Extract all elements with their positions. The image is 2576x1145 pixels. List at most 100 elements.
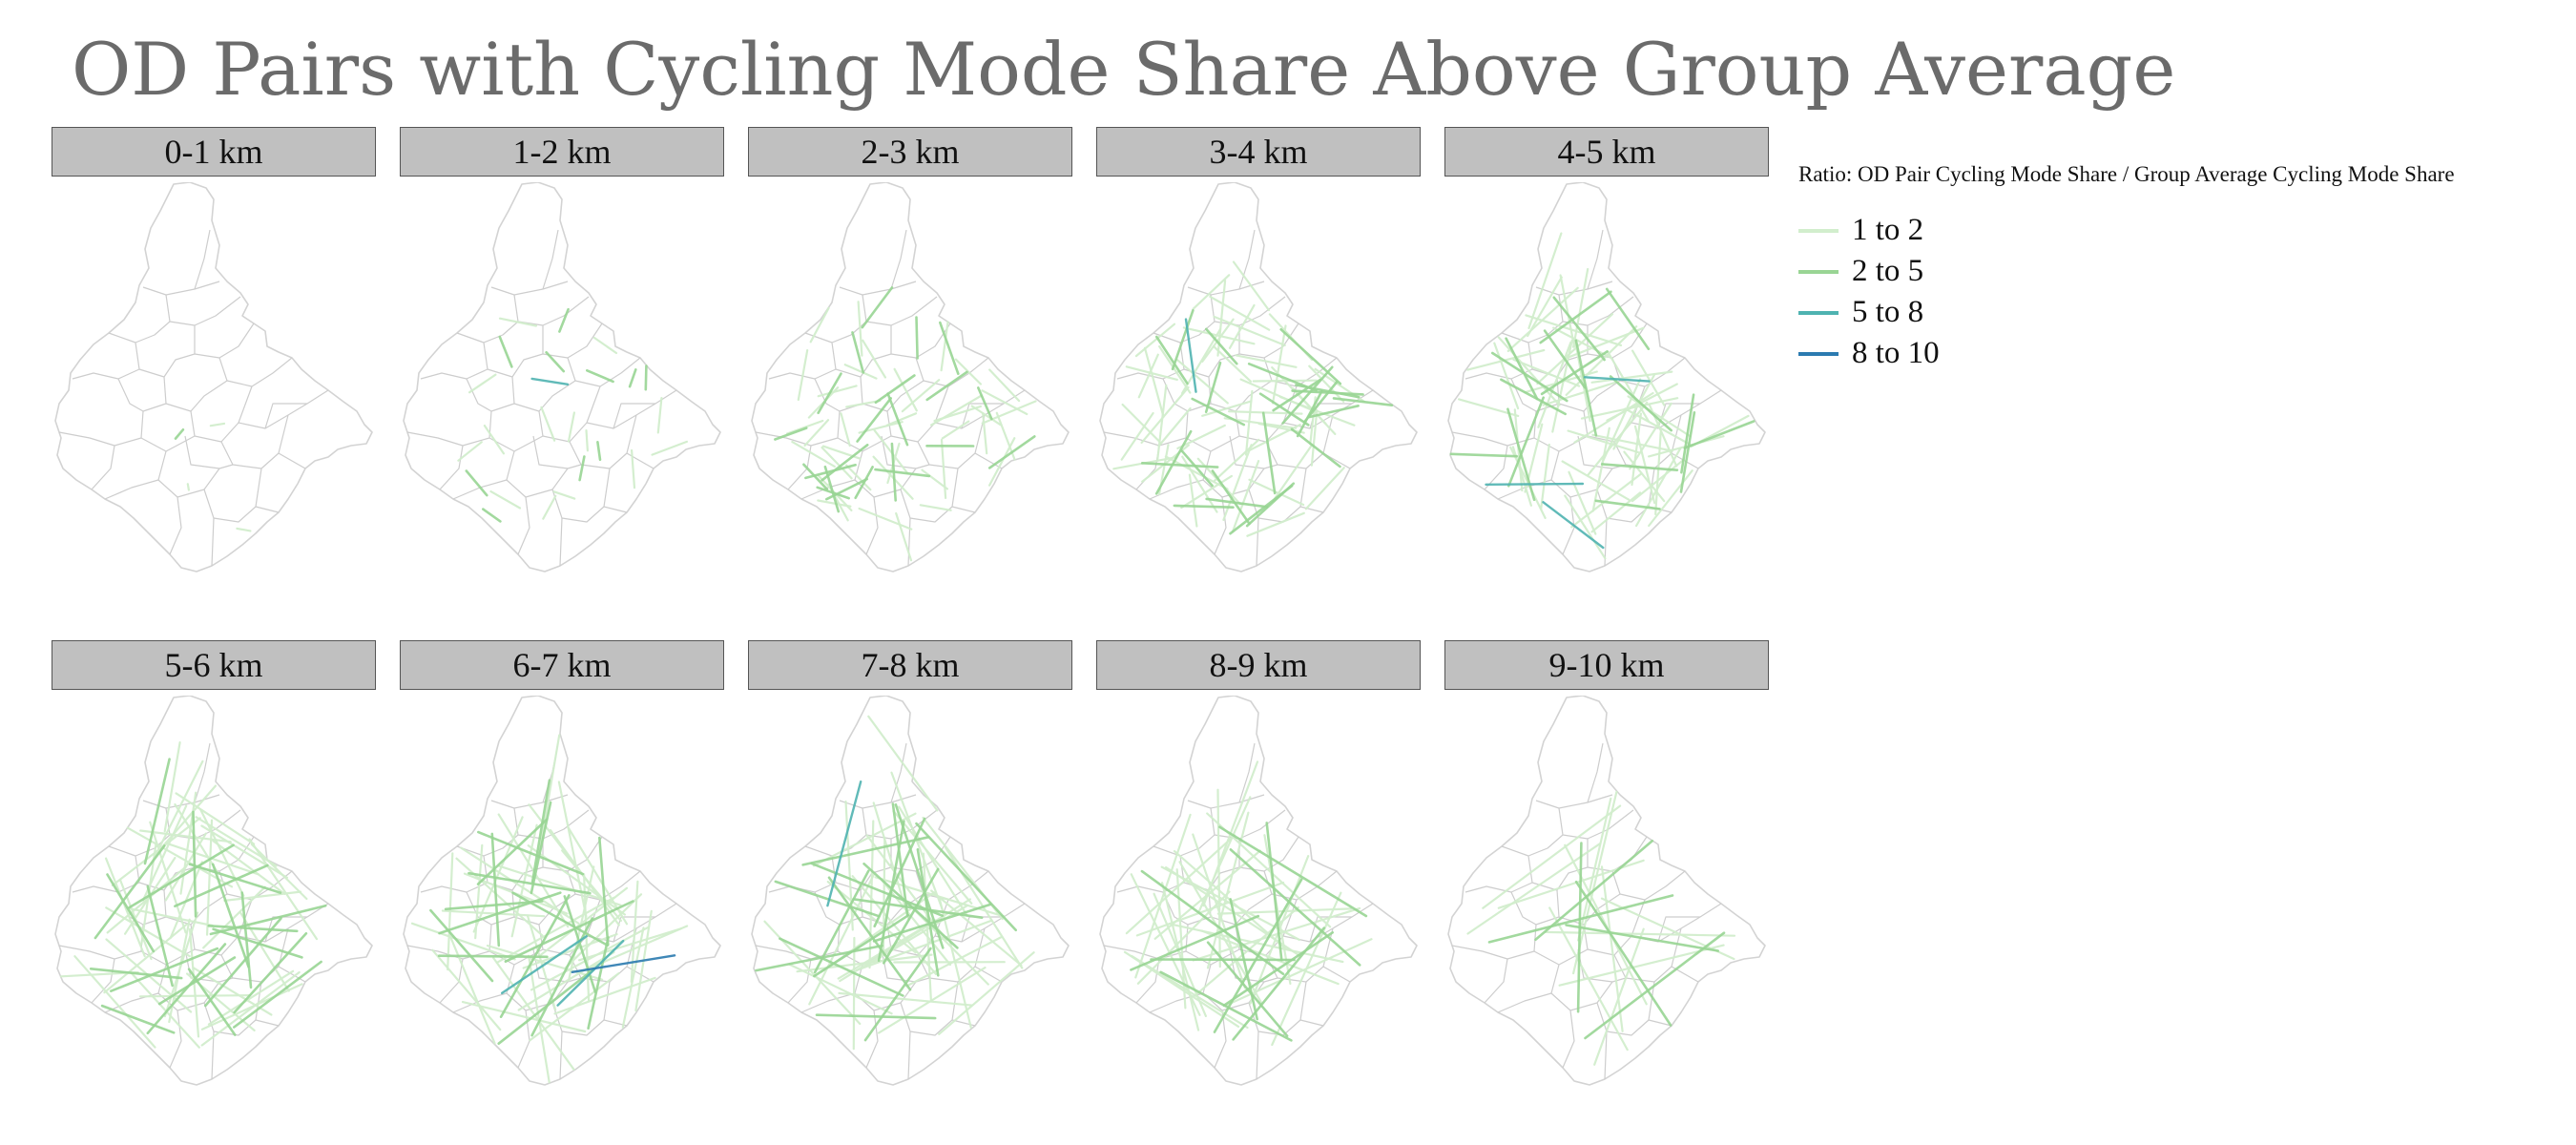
od-pair-line (587, 936, 610, 1030)
od-pair-line (105, 906, 191, 958)
od-pair-line (1171, 923, 1344, 964)
od-pair-line (1261, 411, 1277, 495)
od-pair-line (867, 715, 939, 812)
ward-boundary (1604, 1030, 1608, 1080)
od-pair-line (477, 830, 585, 876)
od-pair-line (930, 889, 1023, 967)
od-pair-line (444, 900, 544, 911)
od-pair-line (1683, 420, 1755, 449)
ward-boundary (72, 855, 140, 893)
ward-boundary (787, 958, 812, 1004)
legend-item: 8 to 10 (1798, 333, 2562, 374)
facet-panel: 5-6 km (52, 640, 378, 1089)
od-pair-line (977, 386, 993, 421)
od-pair-line (465, 469, 488, 497)
od-pair-line (621, 926, 645, 1029)
ward-boundary (264, 403, 307, 429)
ward-boundary (218, 357, 293, 387)
od-pair-line (1258, 392, 1310, 427)
od-pair-line (461, 1001, 587, 1033)
od-pair-line (1212, 344, 1253, 383)
od-pair-line (571, 954, 676, 973)
region-outline (1447, 182, 1766, 572)
od-pair-line (126, 826, 234, 888)
od-pair-line (1539, 290, 1612, 344)
facet-strip: 8-9 km (1096, 640, 1421, 690)
od-pair-line (106, 873, 156, 953)
od-pair-line (1482, 804, 1622, 909)
od-pair-line (528, 954, 551, 1084)
od-pair-line (785, 419, 824, 435)
ward-boundary (1299, 506, 1324, 513)
od-pair-line (1594, 499, 1661, 510)
od-pair-line (104, 857, 146, 958)
facet-map (1099, 696, 1418, 1086)
od-pair-line (73, 955, 156, 1049)
od-pair-line (1568, 470, 1597, 535)
od-pair-line (486, 945, 604, 981)
od-pair-line (561, 849, 622, 922)
od-pair-line (1572, 267, 1589, 348)
od-pair-line (495, 896, 615, 964)
od-pair-line (1279, 328, 1342, 385)
od-pair-line (1624, 407, 1693, 447)
ward-boundary (900, 468, 959, 523)
od-pair-line (817, 372, 842, 415)
od-pair-line (174, 427, 185, 440)
ward-boundary (513, 294, 590, 326)
od-pair-line (1191, 397, 1246, 427)
od-pair-line (894, 803, 945, 949)
od-pair-line (1574, 880, 1672, 1027)
od-pair-line (592, 336, 618, 355)
od-pair-line (1192, 274, 1231, 310)
od-pair-line (1542, 501, 1605, 550)
od-pair-line (886, 392, 909, 447)
od-pair-line (862, 863, 959, 949)
facet-panel: 1-2 km (400, 127, 726, 575)
od-pair-line (1130, 873, 1201, 1016)
od-pair-line (204, 917, 282, 1008)
od-pair-line (557, 781, 588, 918)
ward-boundary (569, 414, 637, 469)
od-pair-line (431, 948, 502, 1031)
ward-boundary (1238, 323, 1299, 359)
od-pair-line (89, 967, 183, 980)
facet-strip: 0-1 km (52, 127, 376, 177)
od-pair-line (1224, 938, 1373, 1007)
od-pair-line (791, 441, 836, 468)
od-pair-line (1534, 840, 1654, 942)
legend-label: 5 to 8 (1852, 295, 1924, 329)
ward-boundary (456, 321, 519, 344)
od-pair-line (489, 490, 522, 510)
ward-boundary (255, 1019, 280, 1027)
od-pair-line (233, 932, 308, 1014)
od-pair-line (1544, 930, 1736, 937)
od-pair-line (1500, 378, 1567, 416)
ward-boundary (835, 325, 892, 378)
ward-boundary (1451, 410, 1537, 447)
od-pair-line (892, 809, 973, 905)
od-pair-line (206, 819, 214, 936)
od-pair-line (915, 822, 1018, 932)
od-pair-line (1584, 931, 1726, 1040)
od-pair-line (1213, 315, 1286, 346)
od-pair-line (855, 919, 993, 971)
ward-boundary (220, 414, 289, 469)
od-pair-line (1121, 403, 1161, 444)
od-pair-line (1155, 384, 1168, 462)
od-pair-line (186, 483, 190, 491)
od-pair-line (845, 399, 882, 408)
od-pair-line (1180, 327, 1222, 395)
ward-boundary (854, 977, 930, 1011)
ward-boundary (551, 468, 611, 523)
od-pair-line (843, 364, 878, 380)
od-pair-line (250, 843, 308, 901)
facet-strip: 2-3 km (748, 127, 1072, 177)
ward-boundary (165, 380, 228, 412)
od-pair-line (1143, 346, 1165, 418)
od-pair-line (1591, 427, 1610, 512)
od-pair-line (1654, 430, 1662, 515)
od-pair-line (856, 397, 892, 443)
od-pair-line (1216, 788, 1221, 968)
ward-boundary (190, 385, 253, 443)
